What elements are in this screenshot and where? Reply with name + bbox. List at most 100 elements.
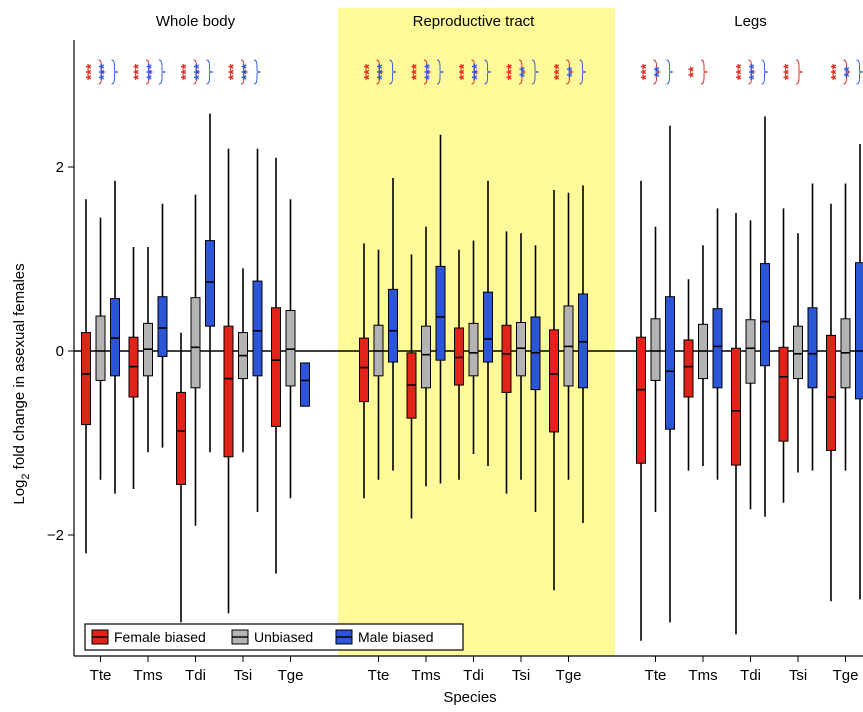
x-tick-label: Tsi [234,667,252,684]
male-significance-stars-text: *** [374,63,390,80]
x-tick-label: Tsi [789,667,807,684]
male-significance-stars: *** [96,59,119,85]
y-axis-label-rest: fold change in asexual females [11,263,28,473]
box-body [650,318,661,381]
female-significance-stars-text: *** [503,63,519,80]
female-significance-stars: *** [638,59,661,85]
x-tick-label: Tge [278,667,304,684]
male-significance-stars-bracket [389,59,397,85]
box-body [793,325,803,380]
box-body [683,339,694,398]
box-body [636,336,646,464]
legend-label: Unbiased [254,629,313,645]
x-tick-label: Tdi [740,667,761,684]
female-significance-stars: *** [83,59,106,85]
male-significance-stars-bracket [111,59,119,85]
female-significance-stars-text: ** [685,66,701,77]
male-significance-stars-text: *** [143,63,159,80]
female-significance-stars: *** [551,59,574,85]
box-body [712,308,723,389]
y-tick-label: 2 [56,159,64,176]
box-body [745,319,756,384]
box-body [205,240,215,327]
box-body [855,262,863,400]
box-body [501,324,512,393]
female-significance-stars-text: *** [828,63,844,80]
female-significance-stars: *** [225,59,249,85]
male-significance-stars-text: *** [238,63,254,80]
female-significance-stars-bracket [518,59,527,85]
y-axis-label-main: Log [11,480,28,505]
female-significance-stars-text: *** [408,63,424,80]
female-significance-stars-text: *** [178,63,194,80]
male-significance-stars-text: *** [96,63,112,80]
axis-layer: Log2 fold change in asexual females Spec… [11,40,863,706]
y-axis-label: Log2 fold change in asexual females [11,263,32,504]
male-significance-stars-bracket [579,59,587,85]
female-significance-stars-bracket [145,59,154,85]
female-significance-stars: *** [178,59,201,85]
box-body [483,291,493,363]
box-body [285,310,296,387]
female-significance-stars-bracket [98,59,106,85]
legend: Female biased Unbiased Male biased [84,623,464,651]
female-significance-stars-text: *** [733,63,749,80]
male-significance-stars-text: *** [746,63,762,80]
x-tick-label: Tte [645,667,667,684]
x-tick-label: Tsi [512,667,530,684]
female-significance-stars-text: *** [638,63,654,80]
box-body [95,315,106,381]
box-body [826,334,836,451]
x-tick-label: Tms [411,667,440,684]
female-significance-stars: *** [780,59,804,85]
panel-title-layer: Whole body Reproductive tract Legs [156,13,767,30]
male-significance-stars-bracket [666,59,674,85]
box-body [665,296,675,430]
box-body [271,307,281,427]
male-significance-stars-text: ** [651,66,667,77]
female-significance-stars-bracket [795,59,804,85]
male-significance-stars: *** [143,59,167,85]
male-significance-stars-bracket [531,59,540,85]
male-significance-stars: ** [651,59,674,85]
box-body [578,293,588,389]
male-significance-stars: *** [238,59,262,85]
male-significance-stars-text: *** [421,63,437,80]
y-tick-label: −2 [47,527,64,544]
box-body [807,307,818,389]
female-significance-stars-text: *** [780,63,796,80]
box-body [421,325,431,389]
female-significance-stars-bracket [240,59,249,85]
box-body [359,337,369,403]
male-significance-stars: *** [421,59,445,85]
female-significance-stars: *** [130,59,154,85]
female-significance-stars-bracket [471,59,479,85]
box-body [778,346,789,442]
box-body [157,296,168,358]
male-significance-stars-bracket [206,59,214,85]
legend-label: Male biased [358,629,434,645]
y-tick-label: 0 [56,343,64,360]
box-body [549,329,559,433]
male-significance-stars-text: ** [841,66,857,77]
female-significance-stars: *** [828,59,851,85]
panel-title: Whole body [156,13,236,30]
male-significance-stars: *** [374,59,397,85]
female-significance-stars-bracket [193,59,201,85]
box-body [468,322,479,377]
male-significance-stars: ** [564,59,587,85]
female-significance-stars: *** [503,59,527,85]
female-significance-stars: *** [408,59,432,85]
female-significance-stars-bracket [653,59,661,85]
female-significance-stars-text: *** [551,63,567,80]
x-tick-label: Tms [133,667,162,684]
panel-title: Legs [734,13,767,30]
box-layer [81,113,863,641]
male-significance-stars-text: ** [516,66,532,77]
female-significance-stars-bracket [423,59,432,85]
box-body [388,288,398,363]
box-body [516,321,526,377]
female-significance-stars-text: *** [130,63,146,80]
box-body [223,325,234,458]
